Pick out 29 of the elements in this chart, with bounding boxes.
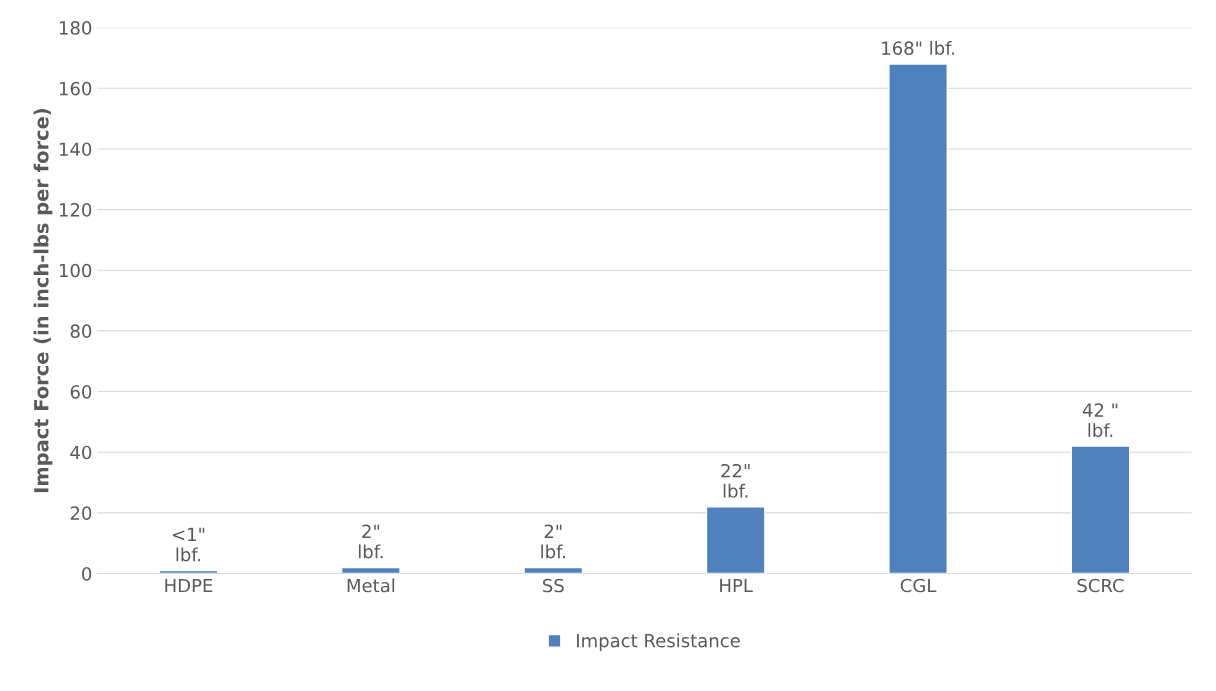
data-label: 42 " lbf. xyxy=(1082,403,1118,438)
bar xyxy=(1070,445,1131,574)
x-tick-label: SS xyxy=(543,578,564,593)
y-tick-label: 180 xyxy=(59,21,92,35)
bar xyxy=(341,566,401,574)
y-tick-label: 120 xyxy=(59,203,92,217)
y-tick-label: 80 xyxy=(70,324,92,339)
bar xyxy=(705,506,766,574)
data-label: <1" lbf. xyxy=(172,527,205,562)
bar xyxy=(888,63,948,574)
x-tick-label: Metal xyxy=(347,578,395,593)
y-tick-label: 40 xyxy=(70,445,92,460)
x-tick-label: CGL xyxy=(900,578,937,593)
data-label: 168" lbf. xyxy=(882,41,955,55)
data-label: 2" lbf. xyxy=(358,524,383,559)
y-tick-label: 100 xyxy=(59,263,92,278)
y-tick-label: 160 xyxy=(59,81,92,96)
y-tick-label: 140 xyxy=(59,142,92,157)
y-tick-label: 0 xyxy=(82,566,92,581)
x-tick-label: HDPE xyxy=(165,578,213,593)
y-axis-title: Impact Force (in inch-lbs per force) xyxy=(33,108,53,493)
x-tick-label: HPL xyxy=(720,578,753,593)
legend-label: Impact Resistance xyxy=(577,633,740,651)
y-tick-label: 60 xyxy=(70,385,92,399)
data-label: 2" lbf. xyxy=(541,524,565,559)
x-tick-label: SCRC xyxy=(1077,578,1124,593)
data-label: 22" lbf. xyxy=(721,463,750,498)
bar xyxy=(523,566,584,574)
y-tick-label: 20 xyxy=(70,506,92,520)
